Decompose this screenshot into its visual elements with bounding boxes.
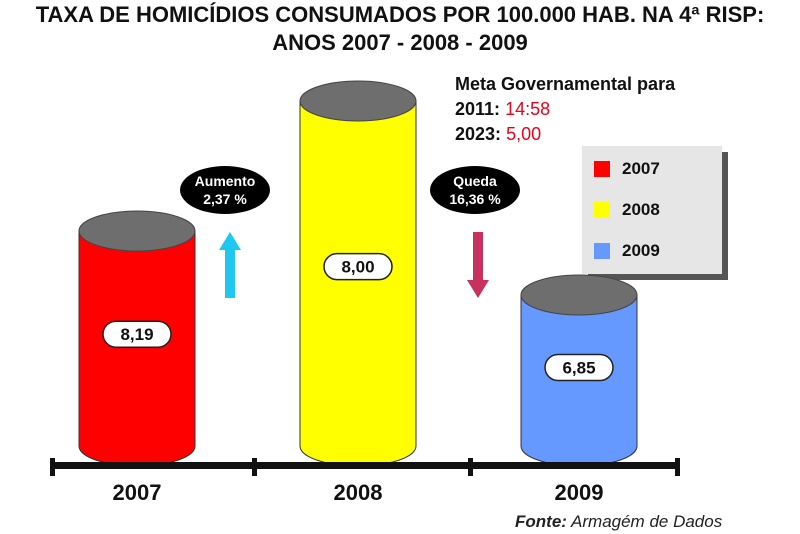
change-badge [180, 166, 270, 214]
legend-label: 2007 [622, 159, 660, 178]
source-text: Armagém de Dados [566, 512, 723, 531]
data-label-bg [102, 320, 172, 348]
data-label: 6,85 [562, 358, 595, 377]
chart-title-line-1: TAXA DE HOMICÍDIOS CONSUMADOS POR 100.00… [35, 2, 765, 27]
x-axis-tick [675, 458, 680, 476]
meta-heading: Meta Governamental para [455, 74, 676, 94]
meta-year: 2011: [455, 99, 501, 119]
data-label: 8,00 [341, 258, 374, 277]
meta-year: 2023: [455, 124, 502, 144]
data-label-bg [544, 353, 614, 382]
legend-item: 2008 [594, 200, 660, 220]
bar-2007: 8,19 [78, 210, 196, 467]
change-value: 2,37 % [203, 191, 247, 207]
bar-top-cap [520, 274, 638, 316]
change-aumento: Aumento 2,37 % [180, 166, 270, 298]
source-note: Fonte: Armagém de Dados [515, 512, 722, 532]
x-tick-label: 2007 [113, 480, 162, 505]
legend-swatch [594, 161, 610, 177]
bar-top-cap [299, 80, 417, 122]
legend-item: 2007 [594, 159, 660, 179]
x-axis-line [50, 462, 680, 469]
meta-item-2011: 2011: 14:58 [455, 99, 550, 120]
arrow-down-icon [467, 232, 489, 298]
data-label-bg [323, 252, 393, 281]
change-badge [430, 166, 520, 214]
x-tick-label: 2009 [555, 480, 604, 505]
legend-label: 2009 [622, 241, 660, 260]
change-label: Queda [453, 173, 497, 189]
meta-value: 14:58 [505, 99, 551, 119]
bar-top-cap [78, 210, 196, 252]
x-axis-tick [50, 458, 55, 476]
source-label: Fonte: [515, 512, 567, 531]
meta-value: 5,00 [506, 124, 542, 144]
bar-2008: 8,00 [299, 80, 417, 467]
legend-item: 2009 [594, 241, 660, 261]
chart-legend: 2007 2008 2009 [582, 146, 722, 274]
legend-label: 2008 [622, 200, 660, 219]
arrow-up-icon [219, 232, 241, 298]
x-tick-label: 2008 [334, 480, 383, 505]
legend-swatch [594, 202, 610, 218]
x-axis-tick [468, 458, 473, 476]
change-label: Aumento [195, 173, 256, 189]
x-axis-tick [252, 458, 257, 476]
bar-body [78, 230, 196, 467]
bar-body [299, 100, 417, 467]
chart-title-line-2: ANOS 2007 - 2008 - 2009 [272, 30, 528, 55]
meta-item-2023: 2023: 5,00 [455, 124, 541, 145]
bar-2009: 6,85 [520, 274, 638, 467]
legend-swatch [594, 243, 610, 259]
data-label: 8,19 [120, 325, 153, 344]
change-queda: Queda 16,36 % [430, 166, 520, 298]
change-value: 16,36 % [449, 191, 501, 207]
